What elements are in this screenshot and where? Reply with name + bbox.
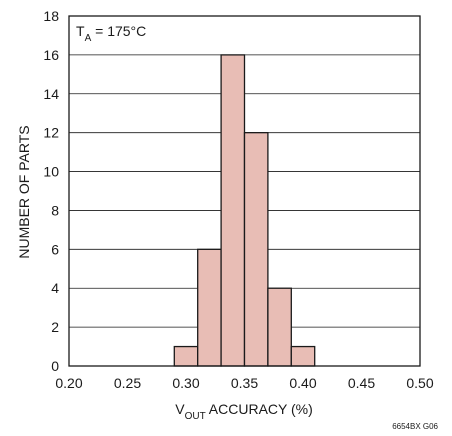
y-tick-label: 16 bbox=[43, 47, 59, 63]
y-tick-label: 8 bbox=[51, 202, 59, 218]
histogram-bar bbox=[197, 248, 222, 367]
y-tick-label: 12 bbox=[43, 125, 59, 141]
plot-frame bbox=[68, 15, 421, 367]
histogram-bar bbox=[173, 345, 199, 367]
temperature-annotation: TA = 175°C bbox=[76, 23, 146, 44]
x-tick-label: 0.20 bbox=[55, 375, 82, 391]
x-axis-title: VOUT ACCURACY (%) bbox=[175, 401, 313, 422]
histogram-bar bbox=[243, 132, 269, 367]
x-tick-label: 0.40 bbox=[289, 375, 316, 391]
y-tick-label: 6 bbox=[51, 241, 59, 257]
x-tick-label: 0.35 bbox=[231, 375, 258, 391]
x-axis-tick-labels: 0.20 0.25 0.30 0.35 0.40 0.45 0.50 bbox=[55, 375, 433, 391]
histogram-bar bbox=[220, 54, 246, 367]
figure-code-note: 6654BX G06 bbox=[392, 422, 438, 431]
histogram-bar bbox=[290, 345, 316, 367]
x-tick-label: 0.50 bbox=[406, 375, 433, 391]
x-tick-label: 0.30 bbox=[172, 375, 199, 391]
y-tick-label: 4 bbox=[51, 280, 59, 296]
y-tick-label: 2 bbox=[51, 319, 59, 335]
x-tick-label: 0.25 bbox=[114, 375, 141, 391]
histogram-bars bbox=[173, 54, 316, 367]
y-axis-title: NUMBER OF PARTS bbox=[16, 125, 32, 258]
y-tick-label: 18 bbox=[43, 8, 59, 24]
y-tick-label: 0 bbox=[51, 358, 59, 374]
y-axis-tick-labels: 0 2 4 6 8 10 12 14 16 18 bbox=[43, 8, 59, 374]
x-tick-label: 0.45 bbox=[348, 375, 375, 391]
y-tick-label: 10 bbox=[43, 164, 59, 180]
y-tick-label: 14 bbox=[43, 86, 59, 102]
histogram-bar bbox=[267, 287, 292, 367]
